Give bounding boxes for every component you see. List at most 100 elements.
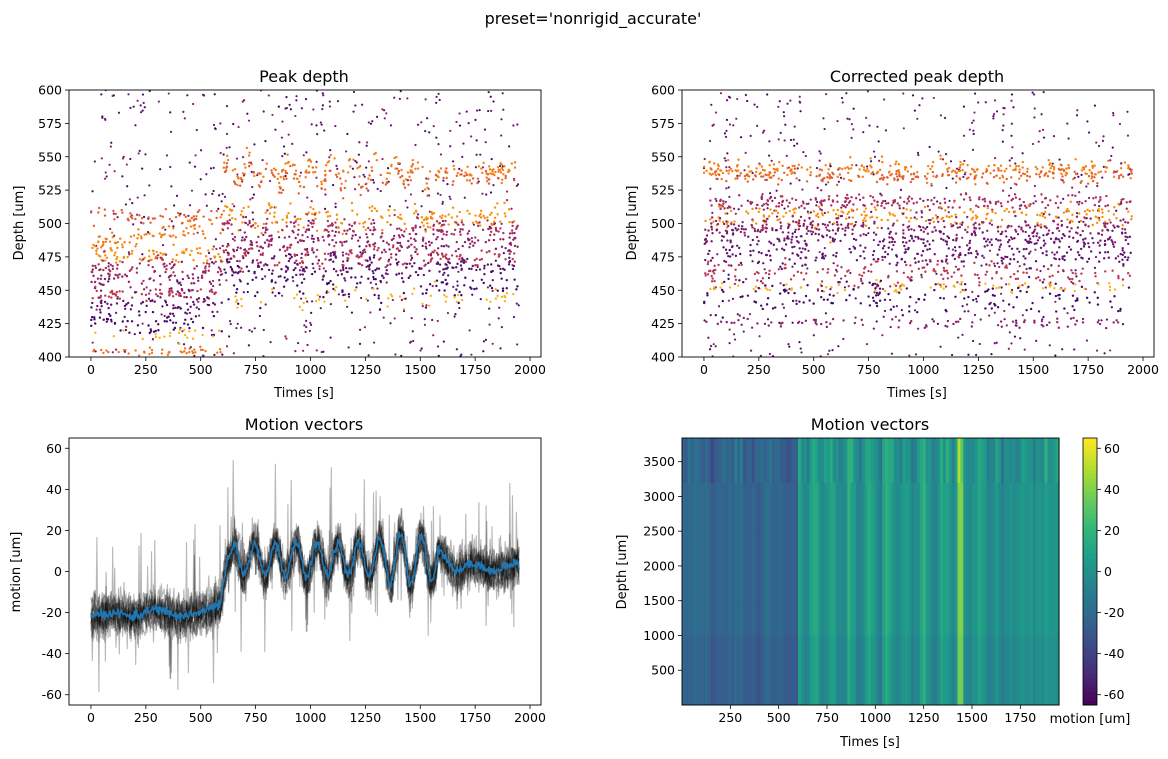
scatter-point [499,227,502,230]
scatter-point [1041,252,1044,255]
scatter-point [481,228,485,232]
scatter-point [303,277,306,281]
scatter-point [744,277,748,281]
scatter-point [707,336,710,339]
scatter-point [1005,167,1008,171]
scatter-point [134,245,137,248]
scatter-point [1013,237,1016,240]
scatter-point [864,219,867,223]
scatter-point [940,237,943,241]
scatter-point [730,228,734,232]
scatter-point [448,195,451,198]
scatter-point [1097,283,1100,286]
scatter-point [850,136,853,139]
scatter-point [926,225,929,229]
scatter-point [304,176,307,179]
scatter-point [161,226,164,230]
scatter-point [721,171,725,175]
scatter-point [340,241,344,244]
scatter-point [1018,207,1022,211]
scatter-point [857,286,860,289]
scatter-point [858,168,861,171]
scatter-point [960,274,963,277]
scatter-point [1032,235,1035,238]
scatter-point [181,351,184,354]
scatter-point [242,215,245,219]
scatter-point [345,150,348,153]
scatter-point [925,177,928,180]
scatter-point [416,253,419,256]
scatter-point [513,178,516,182]
scatter-point [236,259,239,263]
scatter-point [508,256,511,259]
scatter-point [296,284,299,287]
scatter-point [752,249,755,252]
scatter-point [274,294,277,298]
scatter-point [296,262,299,266]
scatter-point [888,232,891,235]
scatter-point [129,235,133,238]
scatter-point [198,225,201,228]
scatter-point [1081,317,1085,321]
scatter-point [978,281,981,284]
scatter-point [476,265,479,269]
scatter-point [761,226,764,229]
scatter-point [370,169,374,173]
scatter-point [1079,181,1082,185]
scatter-point [459,264,463,267]
scatter-point [728,342,731,345]
scatter-point [191,337,195,340]
scatter-point [260,231,263,235]
scatter-point [298,261,302,265]
scatter-point [374,283,378,286]
scatter-point [439,167,443,170]
scatter-point [234,300,238,304]
scatter-point [358,245,361,248]
scatter-point [1041,281,1045,284]
scatter-point [955,233,958,237]
scatter-point [939,202,942,205]
scatter-point [820,280,824,283]
scatter-point [951,177,954,180]
scatter-point [271,113,274,117]
scatter-point [777,177,780,180]
scatter-point [367,177,370,180]
scatter-point [321,278,324,281]
scatter-point [443,255,447,258]
scatter-point [316,262,319,265]
scatter-point [175,253,178,257]
scatter-point [1041,287,1045,290]
scatter-point [721,220,725,224]
scatter-point [487,165,491,168]
scatter-point [287,259,291,263]
scatter-point [1111,269,1114,272]
scatter-point [1012,258,1016,261]
scatter-point [97,254,101,257]
scatter-point [450,216,454,219]
scatter-point [432,228,435,231]
scatter-point [302,185,306,189]
scatter-point [107,280,110,283]
scatter-point [746,294,750,297]
scatter-point [834,268,838,271]
scatter-point [931,160,935,164]
scatter-point [872,327,875,330]
scatter-point [293,261,296,265]
scatter-point [270,288,274,291]
peak-depth-xtick-label: 1250 [349,362,381,377]
scatter-point [320,351,323,354]
scatter-point [183,350,186,353]
scatter-point [723,280,726,284]
scatter-point [486,173,490,176]
scatter-point [516,343,519,346]
scatter-point [137,354,141,357]
scatter-point [500,181,503,185]
scatter-point [815,166,819,170]
scatter-point [218,348,222,351]
scatter-point [962,265,966,268]
scatter-point [820,295,823,299]
scatter-point [1017,164,1021,168]
scatter-point [726,206,729,210]
scatter-point [950,215,953,218]
scatter-point [213,353,216,356]
